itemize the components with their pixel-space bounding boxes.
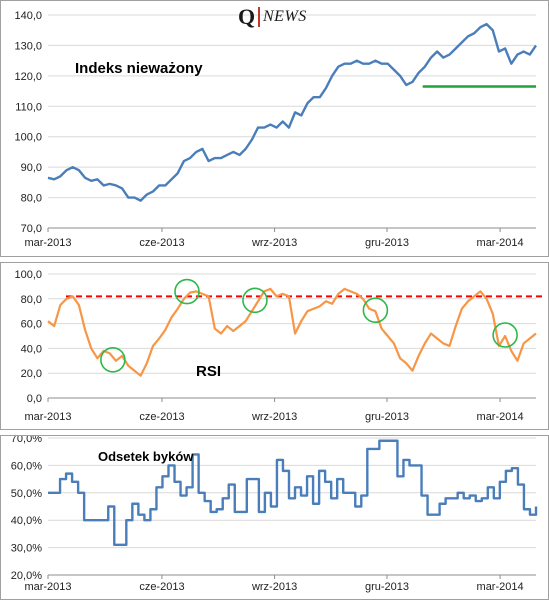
chart-title: RSI (196, 363, 221, 380)
y-tick-label: 70,0% (11, 435, 42, 445)
bulls-chart-panel: 20,0% 30,0% 40,0% 50,0% 60,0% 70,0% mar-2013 cz… (0, 435, 549, 600)
rsi-low-circle (362, 297, 389, 324)
rsi-chart-panel: 0,0 20,0 40,0 60,0 80,0 100,0 mar-2013 cze-2013… (0, 262, 549, 430)
rsi-chart: 0,0 20,0 40,0 60,0 80,0 100,0 mar-2013 cze-2013… (14, 269, 544, 423)
price-chart-panel: 70,0 80,0 90,0 100,0 110,0 120,0 130,0 140,0 mar… (0, 0, 549, 257)
x-tick-label: cze-2013 (139, 411, 184, 423)
x-tick-label: cze-2013 (139, 581, 184, 593)
x-tick-label: mar-2013 (24, 237, 71, 249)
x-tick-label: cze-2013 (139, 237, 184, 249)
series-line (47, 22, 537, 202)
y-tick-label: 80,0 (21, 294, 42, 306)
y-tick-label: 130,0 (14, 40, 42, 52)
logo-q: Q (238, 4, 256, 29)
y-tick-label: 60,0% (11, 460, 42, 472)
y-tick-label: 140,0 (14, 10, 42, 22)
y-tick-label: 0,0 (27, 393, 42, 405)
x-tick-label: mar-2014 (477, 581, 524, 593)
rsi-low-circle (242, 287, 268, 314)
x-tick-label: wrz-2013 (251, 581, 297, 593)
logo-news: NEWS (263, 8, 307, 25)
y-tick-label: 50,0% (11, 488, 42, 500)
x-tick-label: mar-2014 (477, 411, 524, 423)
price-chart: 70,0 80,0 90,0 100,0 110,0 120,0 130,0 140,0 mar… (14, 10, 537, 249)
y-tick-label: 80,0 (21, 193, 42, 205)
series-line (47, 287, 537, 377)
rsi-low-circle (174, 278, 200, 305)
bulls-chart: 20,0% 30,0% 40,0% 50,0% 60,0% 70,0% mar-2013 cz… (11, 435, 538, 593)
y-tick-label: 70,0 (21, 223, 42, 235)
y-tick-label: 20,0 (21, 368, 42, 380)
x-tick-label: mar-2013 (24, 411, 71, 423)
y-tick-label: 120,0 (14, 71, 42, 83)
rsi-low-circle (492, 322, 518, 348)
y-tick-label: 20,0% (11, 570, 42, 582)
bulls-chart-frame (0, 435, 549, 600)
logo-divider (258, 7, 260, 27)
chart-title: Indeks nieważony (75, 60, 203, 77)
y-tick-label: 100,0 (14, 269, 42, 281)
rsi-chart-frame (0, 262, 549, 430)
x-tick-label: wrz-2013 (251, 411, 297, 423)
y-tick-label: 30,0% (11, 543, 42, 555)
x-tick-label: gru-2013 (365, 237, 409, 249)
chart-title: Odsetek byków (98, 449, 194, 464)
price-chart-frame (0, 0, 549, 257)
x-tick-label: wrz-2013 (251, 237, 297, 249)
y-tick-label: 90,0 (21, 162, 42, 174)
rsi-low-circle (100, 347, 126, 373)
x-tick-label: gru-2013 (365, 581, 409, 593)
x-tick-label: mar-2014 (477, 237, 524, 249)
y-tick-label: 100,0 (14, 132, 42, 144)
qnews-logo: Q NEWS (236, 4, 320, 29)
series-line (48, 439, 538, 547)
x-tick-label: gru-2013 (365, 411, 409, 423)
y-tick-label: 60,0 (21, 319, 42, 331)
y-tick-label: 40,0% (11, 515, 42, 527)
y-tick-label: 110,0 (15, 101, 42, 113)
x-tick-label: mar-2013 (24, 581, 71, 593)
y-tick-label: 40,0 (21, 343, 42, 355)
